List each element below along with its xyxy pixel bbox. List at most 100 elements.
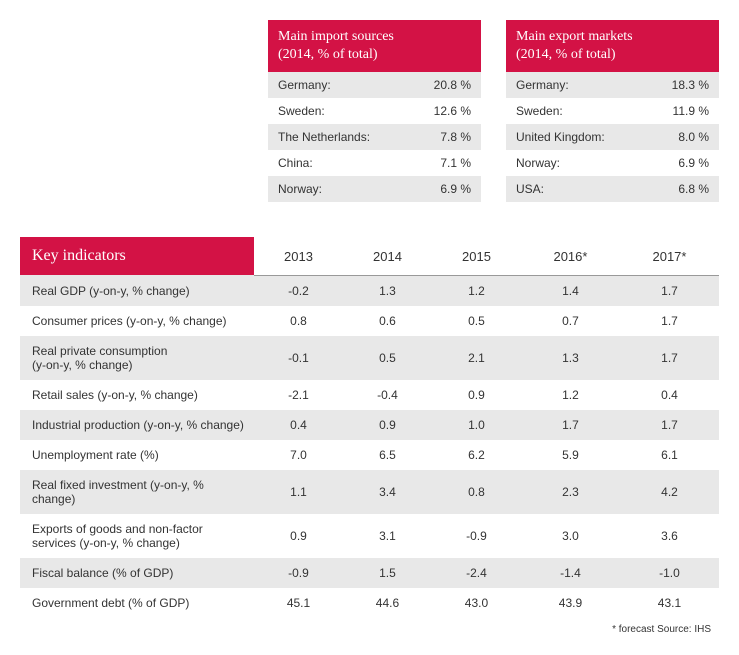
key-row: Exports of goods and non-factorservices …	[20, 514, 719, 558]
trade-tables-container: Main import sources (2014, % of total) G…	[268, 20, 719, 202]
key-header-row: Key indicators 2013 2014 2015 2016* 2017…	[20, 237, 719, 275]
key-cell: 0.9	[254, 514, 343, 558]
key-cell: -0.4	[343, 380, 432, 410]
key-cell: 1.1	[254, 470, 343, 514]
import-country: Germany:	[278, 78, 331, 92]
key-indicators-table: Key indicators 2013 2014 2015 2016* 2017…	[20, 237, 719, 618]
key-cell: -0.9	[432, 514, 521, 558]
key-row-label: Retail sales (y-on-y, % change)	[20, 380, 254, 410]
key-cell: 3.4	[343, 470, 432, 514]
key-cell: -2.1	[254, 380, 343, 410]
export-markets-table: Main export markets (2014, % of total) G…	[506, 20, 719, 202]
key-row: Real GDP (y-on-y, % change)-0.21.31.21.4…	[20, 275, 719, 306]
key-cell: 1.7	[620, 306, 719, 336]
export-value: 8.0 %	[678, 130, 709, 144]
key-row-label: Exports of goods and non-factorservices …	[20, 514, 254, 558]
key-row: Retail sales (y-on-y, % change)-2.1-0.40…	[20, 380, 719, 410]
key-cell: 6.2	[432, 440, 521, 470]
import-value: 20.8 %	[434, 78, 471, 92]
export-country: United Kingdom:	[516, 130, 605, 144]
key-cell: 1.3	[343, 275, 432, 306]
key-cell: 6.1	[620, 440, 719, 470]
key-cell: 1.5	[343, 558, 432, 588]
import-row: Norway: 6.9 %	[268, 176, 481, 202]
export-value: 18.3 %	[672, 78, 709, 92]
key-cell: 0.5	[343, 336, 432, 380]
export-value: 6.9 %	[678, 156, 709, 170]
key-cell: 1.2	[432, 275, 521, 306]
export-row: Germany: 18.3 %	[506, 72, 719, 98]
key-cell: 5.9	[521, 440, 620, 470]
key-cell: 3.6	[620, 514, 719, 558]
export-value: 6.8 %	[678, 182, 709, 196]
import-row: Sweden: 12.6 %	[268, 98, 481, 124]
key-row: Real private consumption(y-on-y, % chang…	[20, 336, 719, 380]
import-sources-table: Main import sources (2014, % of total) G…	[268, 20, 481, 202]
key-cell: 7.0	[254, 440, 343, 470]
key-row-label: Fiscal balance (% of GDP)	[20, 558, 254, 588]
key-cell: 1.7	[620, 336, 719, 380]
key-cell: 45.1	[254, 588, 343, 618]
key-cell: 0.9	[343, 410, 432, 440]
export-row: Norway: 6.9 %	[506, 150, 719, 176]
export-row: United Kingdom: 8.0 %	[506, 124, 719, 150]
key-cell: 1.7	[620, 275, 719, 306]
key-cell: 1.0	[432, 410, 521, 440]
key-cell: 0.4	[254, 410, 343, 440]
import-country: The Netherlands:	[278, 130, 370, 144]
key-cell: -0.9	[254, 558, 343, 588]
import-row: China: 7.1 %	[268, 150, 481, 176]
export-country: Germany:	[516, 78, 569, 92]
key-cell: 43.9	[521, 588, 620, 618]
import-table-header: Main import sources (2014, % of total)	[268, 20, 481, 72]
key-cell: 1.3	[521, 336, 620, 380]
import-value: 12.6 %	[434, 104, 471, 118]
import-value: 6.9 %	[440, 182, 471, 196]
key-cell: 0.8	[432, 470, 521, 514]
year-header: 2013	[254, 237, 343, 275]
key-cell: 43.1	[620, 588, 719, 618]
key-row-label: Industrial production (y-on-y, % change)	[20, 410, 254, 440]
key-row-label: Real GDP (y-on-y, % change)	[20, 275, 254, 306]
import-title-line1: Main import sources	[278, 29, 394, 44]
key-cell: 0.5	[432, 306, 521, 336]
year-header: 2016*	[521, 237, 620, 275]
key-cell: -1.4	[521, 558, 620, 588]
key-indicators-title: Key indicators	[20, 237, 254, 275]
key-cell: 1.2	[521, 380, 620, 410]
key-cell: -2.4	[432, 558, 521, 588]
key-row: Government debt (% of GDP)45.144.643.043…	[20, 588, 719, 618]
key-cell: -0.2	[254, 275, 343, 306]
export-table-header: Main export markets (2014, % of total)	[506, 20, 719, 72]
import-value: 7.8 %	[440, 130, 471, 144]
key-cell: 1.4	[521, 275, 620, 306]
key-row: Real fixed investment (y-on-y, % change)…	[20, 470, 719, 514]
footnote: * forecast Source: IHS	[20, 624, 719, 635]
import-country: Norway:	[278, 182, 322, 196]
key-cell: 44.6	[343, 588, 432, 618]
import-row: Germany: 20.8 %	[268, 72, 481, 98]
key-row: Industrial production (y-on-y, % change)…	[20, 410, 719, 440]
export-country: Norway:	[516, 156, 560, 170]
key-row-label: Government debt (% of GDP)	[20, 588, 254, 618]
import-country: China:	[278, 156, 313, 170]
key-cell: 1.7	[521, 410, 620, 440]
key-cell: 4.2	[620, 470, 719, 514]
import-row: The Netherlands: 7.8 %	[268, 124, 481, 150]
key-cell: 43.0	[432, 588, 521, 618]
export-country: Sweden:	[516, 104, 563, 118]
export-row: USA: 6.8 %	[506, 176, 719, 202]
key-cell: 2.1	[432, 336, 521, 380]
key-cell: 1.7	[620, 410, 719, 440]
key-indicators-body: Real GDP (y-on-y, % change)-0.21.31.21.4…	[20, 275, 719, 618]
year-header: 2014	[343, 237, 432, 275]
export-title-line1: Main export markets	[516, 29, 633, 44]
import-country: Sweden:	[278, 104, 325, 118]
key-cell: -0.1	[254, 336, 343, 380]
key-cell: 2.3	[521, 470, 620, 514]
import-title-line2: (2014, % of total)	[278, 47, 378, 62]
export-row: Sweden: 11.9 %	[506, 98, 719, 124]
key-cell: 0.8	[254, 306, 343, 336]
key-row-label: Consumer prices (y-on-y, % change)	[20, 306, 254, 336]
key-cell: 3.1	[343, 514, 432, 558]
